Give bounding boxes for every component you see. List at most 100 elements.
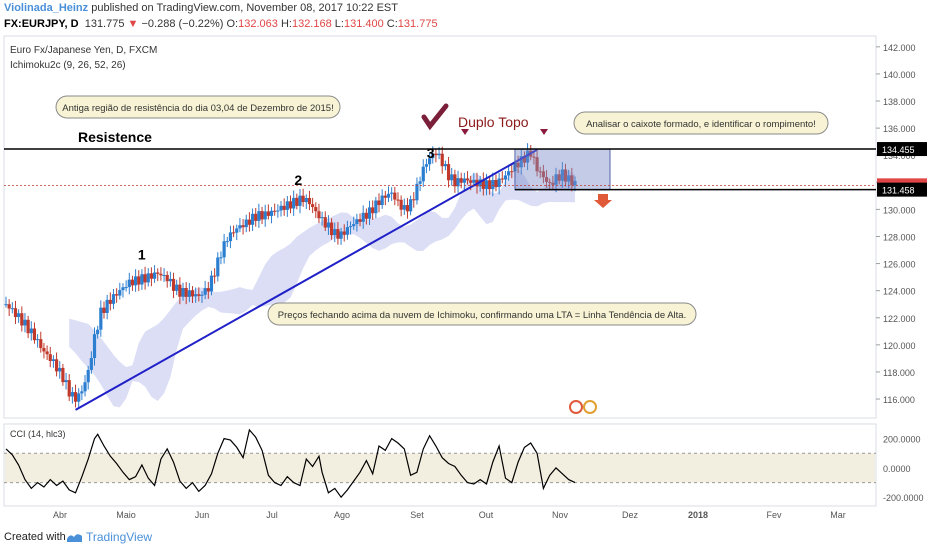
candle-body bbox=[361, 212, 365, 222]
candle-body bbox=[538, 171, 542, 173]
candle-body bbox=[352, 224, 356, 227]
candle-body bbox=[516, 162, 520, 168]
x-axis-label: Set bbox=[410, 510, 424, 520]
candle-body bbox=[292, 197, 296, 209]
candle-body bbox=[573, 180, 577, 186]
candle-body bbox=[548, 181, 552, 183]
support-price-tag: 131.458 bbox=[882, 186, 915, 196]
low-value: 131.400 bbox=[343, 18, 384, 30]
price-axis-label: 138.000 bbox=[883, 97, 916, 107]
candle-body bbox=[431, 153, 435, 159]
published-text: published on TradingView.com, November 0… bbox=[91, 2, 398, 14]
author-link[interactable]: Violinada_Heinz bbox=[4, 2, 89, 14]
candle-body bbox=[149, 273, 154, 279]
price-axis-label: 126.000 bbox=[883, 260, 916, 270]
candle-body bbox=[187, 290, 191, 297]
candle-body bbox=[320, 217, 324, 219]
price-change: −0.288 (−0.22%) bbox=[141, 18, 224, 30]
candle-body bbox=[70, 392, 74, 397]
candle-body bbox=[58, 367, 62, 372]
candle-body bbox=[336, 229, 340, 239]
candle-body bbox=[67, 380, 71, 397]
wave-label-2: 2 bbox=[294, 172, 302, 188]
x-axis-label: Abr bbox=[53, 510, 67, 520]
candle-body bbox=[13, 308, 18, 318]
candle-body bbox=[108, 299, 112, 304]
candle-body bbox=[244, 219, 248, 228]
symbol-label[interactable]: FX:EURJPY, D bbox=[4, 18, 79, 30]
candle-body bbox=[209, 275, 214, 292]
candle-body bbox=[146, 273, 150, 283]
candle-body bbox=[560, 169, 564, 181]
candle-body bbox=[500, 178, 504, 180]
candle-body bbox=[10, 308, 14, 310]
candle-body bbox=[348, 226, 353, 228]
candle-body bbox=[105, 299, 109, 313]
candle-body bbox=[554, 174, 558, 185]
price-axis-label: 120.000 bbox=[883, 341, 916, 351]
candle-body bbox=[7, 304, 11, 309]
open-value: 132.063 bbox=[238, 18, 278, 30]
candle-body bbox=[497, 178, 501, 188]
candle-body bbox=[541, 171, 545, 178]
double-top-label: Duplo Topo bbox=[458, 114, 529, 130]
candle-body bbox=[288, 201, 293, 209]
candle-body bbox=[92, 334, 97, 359]
support-price-tag-bg bbox=[877, 182, 927, 197]
candle-body bbox=[263, 211, 267, 220]
callout-resistance: Antiga região de resistência do dia 03,0… bbox=[55, 95, 341, 119]
x-axis-label: 2018 bbox=[688, 510, 708, 520]
chart-canvas[interactable]: 142.000 140.000 138.000 136.000 134.000 132.0… bbox=[0, 0, 932, 526]
candle-body bbox=[73, 392, 78, 402]
price-panel bbox=[3, 35, 877, 419]
candle-body bbox=[102, 307, 106, 313]
x-axis-label: Fev bbox=[766, 510, 782, 520]
x-axis-label: Nov bbox=[552, 510, 569, 520]
candle-body bbox=[152, 272, 157, 279]
candle-body bbox=[203, 288, 207, 295]
candle-body bbox=[421, 166, 425, 182]
candle-body bbox=[522, 156, 527, 163]
candle-body bbox=[190, 290, 195, 297]
candle-body bbox=[99, 307, 103, 330]
close-label: C: bbox=[386, 18, 398, 30]
candle-body bbox=[317, 211, 321, 219]
candle-body bbox=[162, 275, 166, 277]
cci-panel bbox=[3, 423, 877, 507]
candle-body bbox=[570, 175, 574, 186]
candle-body bbox=[409, 199, 413, 212]
price-axis-label: 134.000 bbox=[883, 151, 916, 161]
candle-body bbox=[206, 288, 210, 292]
candle-body bbox=[282, 205, 286, 210]
candle-body bbox=[222, 241, 226, 258]
candle-body bbox=[42, 348, 46, 352]
candle-body bbox=[364, 212, 368, 219]
high-value: 132.168 bbox=[291, 18, 332, 30]
tradingview-logo[interactable]: TradingView bbox=[66, 530, 152, 544]
candle-body bbox=[171, 278, 176, 291]
candle-body bbox=[465, 178, 470, 181]
candle-body bbox=[456, 178, 460, 187]
candle-body bbox=[181, 287, 185, 297]
cci-band bbox=[5, 453, 875, 483]
candle-body bbox=[32, 328, 37, 341]
chart-header: Violinada_Heinz published on TradingView… bbox=[0, 0, 932, 36]
candle-body bbox=[557, 174, 561, 181]
uptrend-line bbox=[75, 148, 538, 411]
candle-body bbox=[355, 219, 359, 225]
candle-body bbox=[184, 287, 188, 297]
wave-label-3: 3 bbox=[427, 145, 435, 161]
price-axis-label: 130.000 bbox=[883, 205, 916, 215]
candle-body bbox=[380, 195, 384, 206]
candle-body bbox=[45, 351, 49, 355]
candle-body bbox=[342, 231, 346, 235]
check-icon bbox=[421, 103, 449, 131]
candle-body bbox=[159, 273, 163, 276]
candle-body bbox=[453, 174, 457, 187]
high-label: H: bbox=[280, 18, 292, 30]
cci-axis-label: 0.0000 bbox=[883, 464, 911, 474]
candle-body bbox=[443, 164, 447, 167]
candle-body bbox=[405, 205, 410, 212]
candle-body bbox=[111, 294, 116, 304]
candle-body bbox=[326, 222, 331, 228]
